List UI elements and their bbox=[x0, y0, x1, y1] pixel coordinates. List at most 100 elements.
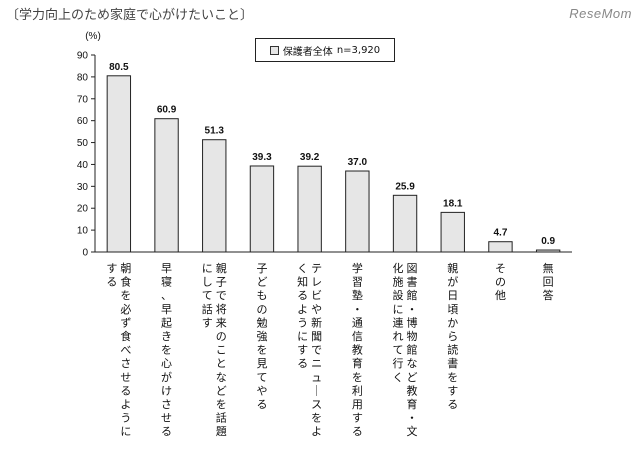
category-label-char: す bbox=[352, 412, 363, 425]
category-label-char: を bbox=[447, 371, 458, 384]
resemom-watermark: ReseMom bbox=[569, 6, 632, 21]
y-axis-label: (%) bbox=[85, 31, 101, 42]
category-label-char: 習 bbox=[352, 276, 363, 289]
category-label-char: を bbox=[216, 398, 227, 411]
category-label-char: け bbox=[161, 384, 172, 397]
category-label-char: 書 bbox=[447, 356, 458, 370]
category-label-char: 他 bbox=[495, 289, 506, 302]
category-label-char: さ bbox=[161, 398, 172, 411]
category-label-char: 親 bbox=[216, 262, 227, 275]
category-label-char: ス bbox=[311, 398, 322, 411]
category-label-char: 設 bbox=[393, 288, 404, 302]
category-label-char: く bbox=[393, 371, 404, 384]
category-label-char: 必 bbox=[120, 303, 131, 316]
category-label-char: 通 bbox=[352, 316, 363, 329]
category-label-char: る bbox=[447, 398, 458, 411]
category-label-char: 無 bbox=[543, 261, 554, 275]
bar bbox=[249, 165, 275, 253]
category-label-char: 書 bbox=[407, 275, 418, 289]
bar bbox=[392, 194, 418, 253]
category-label-char: ビ bbox=[311, 289, 322, 302]
y-tick-label: 90 bbox=[77, 51, 89, 62]
category-label-char: る bbox=[297, 357, 308, 370]
category-label-char: べ bbox=[120, 344, 131, 357]
category-label-char: 朝 bbox=[120, 262, 131, 275]
category-label-char: 日 bbox=[447, 289, 458, 302]
category-label-char: 聞 bbox=[311, 330, 322, 343]
y-tick-label: 50 bbox=[77, 138, 89, 149]
legend-count: n=3,920 bbox=[336, 44, 381, 56]
category-label-char: か bbox=[447, 316, 458, 329]
category-label-char: 塾 bbox=[352, 288, 363, 302]
category-label-char: 知 bbox=[297, 275, 308, 289]
category-label-char: 教 bbox=[352, 344, 363, 357]
category-label-char: 早 bbox=[161, 262, 172, 275]
y-tick-label: 20 bbox=[77, 204, 89, 215]
category-label-char: ・ bbox=[352, 303, 363, 316]
y-tick-label: 0 bbox=[82, 248, 88, 259]
category-label-char: ・ bbox=[407, 412, 418, 425]
category-label-char: ど bbox=[407, 371, 418, 384]
category-label-char: や bbox=[311, 303, 322, 316]
bar bbox=[106, 75, 132, 253]
category-label-char: 来 bbox=[216, 316, 227, 329]
legend-swatch bbox=[269, 45, 279, 55]
category-label-char: く bbox=[297, 262, 308, 275]
category-label-char: う bbox=[297, 316, 308, 329]
category-label-char: 話 bbox=[202, 302, 213, 316]
category-label-char: よ bbox=[311, 425, 322, 438]
category-label-char: ど bbox=[256, 276, 267, 289]
category-label: 無回答 bbox=[543, 261, 554, 302]
category-label-char: し bbox=[202, 276, 213, 289]
y-tick-label: 40 bbox=[77, 160, 89, 171]
data-label: 39.3 bbox=[252, 152, 272, 163]
category-label-char: 育 bbox=[407, 397, 418, 411]
category-label-char: れ bbox=[393, 330, 404, 343]
category-label-char: こ bbox=[216, 344, 227, 357]
category-label-char: 強 bbox=[256, 330, 267, 343]
bar bbox=[440, 211, 465, 253]
bar bbox=[154, 118, 179, 253]
category-label-char: る bbox=[256, 398, 267, 411]
y-tick-label: 10 bbox=[77, 226, 89, 237]
category-label-char: 館 bbox=[407, 343, 418, 357]
category-label-char: な bbox=[407, 357, 418, 370]
category-label-char: 親 bbox=[447, 262, 458, 275]
data-label: 4.7 bbox=[493, 228, 507, 239]
data-label: 25.9 bbox=[395, 181, 415, 192]
category-label-char: 図 bbox=[407, 262, 418, 275]
category-label-char: を bbox=[352, 371, 363, 384]
category-label-char: 頃 bbox=[447, 303, 458, 316]
category-label-char: 回 bbox=[543, 276, 554, 289]
legend-series-name: 保護者全体 bbox=[282, 46, 333, 58]
category-label-char: を bbox=[256, 344, 267, 357]
category-label-char: て bbox=[256, 371, 267, 384]
category-label-char: や bbox=[256, 384, 267, 397]
category-label-char: が bbox=[447, 275, 458, 289]
category-label-char: 早 bbox=[161, 303, 172, 316]
category-label-char: 話 bbox=[216, 411, 227, 425]
category-label-char: ュ bbox=[311, 371, 322, 384]
category-label-char: 化 bbox=[393, 261, 404, 275]
category-label-char: 将 bbox=[216, 303, 227, 316]
bar bbox=[345, 170, 370, 253]
category-label-char: に bbox=[202, 262, 213, 275]
category-label-char: 題 bbox=[216, 425, 227, 438]
category-label-char: 行 bbox=[393, 357, 404, 370]
category-label-char: さ bbox=[120, 357, 131, 370]
y-tick-label: 80 bbox=[77, 72, 89, 83]
legend: 保護者全体 n=3,920 bbox=[255, 38, 395, 62]
category-label-char: 子 bbox=[256, 262, 267, 275]
category-label-char: 寝 bbox=[161, 275, 172, 289]
category-label-char: 子 bbox=[216, 276, 227, 289]
category-label-char: ど bbox=[216, 384, 227, 397]
category-label-char: 、 bbox=[161, 289, 172, 302]
